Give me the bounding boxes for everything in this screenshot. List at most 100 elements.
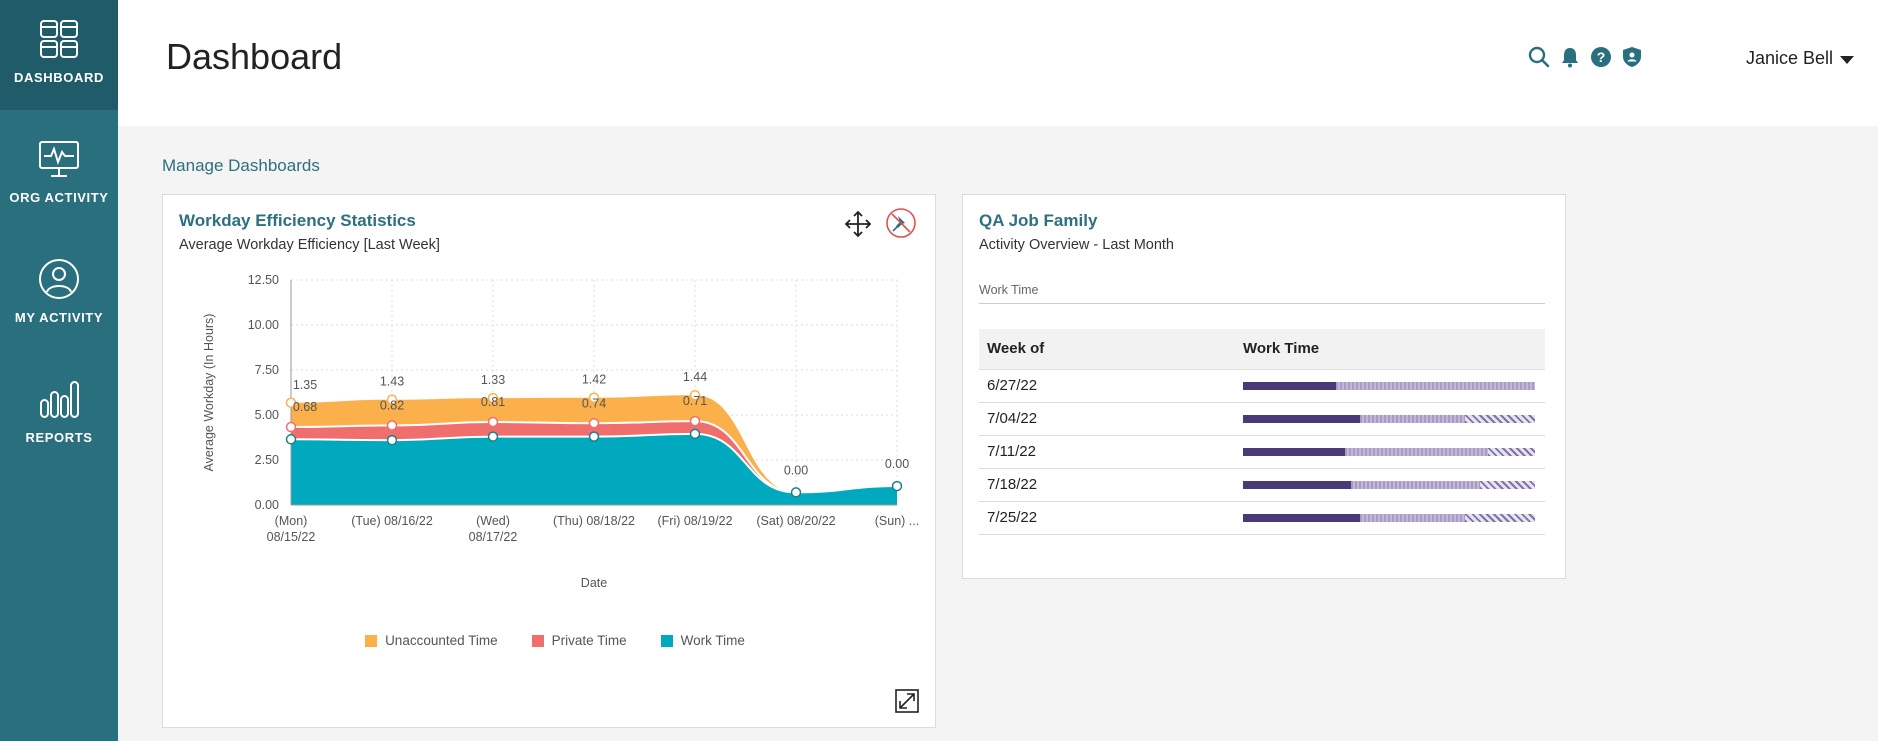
- bar-segment-work: [1243, 447, 1346, 456]
- sidebar: DASHBOARD ORG ACTIVITY MY ACTIVITY REPOR…: [0, 0, 118, 741]
- week-cell: 7/11/22: [979, 435, 1235, 469]
- point-unaccounted-time: [285, 397, 297, 409]
- nav-my-activity[interactable]: MY ACTIVITY: [0, 240, 118, 350]
- card-title: QA Job Family: [979, 211, 1098, 230]
- point-private-time: [487, 416, 499, 428]
- bell-icon[interactable]: [1559, 46, 1581, 68]
- table-row[interactable]: 6/27/22: [979, 368, 1545, 403]
- filter-label: Work Time: [979, 283, 1039, 297]
- table-row[interactable]: 7/25/22: [979, 501, 1545, 535]
- bar-segment-remaining: [1488, 447, 1535, 456]
- data-label-unaccounted: 1.44: [683, 370, 707, 384]
- work-time-bar[interactable]: [1243, 381, 1535, 390]
- table-row[interactable]: 7/11/22: [979, 435, 1545, 469]
- x-tick-label: (Sat) 08/20/22: [756, 514, 835, 528]
- legend-label: Work Time: [680, 633, 745, 648]
- y-tick-label: 5.00: [255, 408, 279, 422]
- help-icon[interactable]: ?: [1590, 46, 1612, 68]
- work-time-bar[interactable]: [1243, 414, 1535, 423]
- x-tick-label: 08/15/22: [267, 530, 316, 544]
- x-tick-label: (Tue) 08/16/22: [351, 514, 433, 528]
- point-unaccounted-time: [588, 392, 600, 403]
- y-tick-label: 10.00: [248, 318, 279, 332]
- column-header-week[interactable]: Week of: [979, 329, 1235, 369]
- bar-segment-remaining: [1464, 414, 1535, 423]
- x-tick-label: 08/17/22: [469, 530, 518, 544]
- bar-segment-other: [1351, 480, 1480, 489]
- area-work-time: [291, 433, 897, 505]
- point-work-time: [790, 487, 802, 498]
- user-menu[interactable]: Janice Bell: [1746, 48, 1834, 68]
- y-axis-title: Average Workday (In Hours): [202, 314, 216, 472]
- y-tick-label: 0.00: [255, 498, 279, 512]
- data-label-unaccounted: 0.00: [885, 457, 909, 471]
- chevron-down-icon[interactable]: [1840, 56, 1854, 64]
- bar-segment-other: [1336, 381, 1535, 390]
- point-unaccounted-time: [386, 394, 398, 405]
- svg-text:?: ?: [1597, 49, 1606, 65]
- bar-segment-other: [1359, 414, 1465, 423]
- point-work-time: [285, 434, 297, 445]
- point-private-time: [386, 420, 398, 431]
- table-header-row: Week of Work Time: [979, 329, 1545, 369]
- manage-dashboards-link[interactable]: Manage Dashboards: [162, 156, 320, 175]
- legend-label: Private Time: [551, 633, 627, 648]
- page-title: Dashboard: [166, 36, 343, 77]
- nav-org-activity[interactable]: ORG ACTIVITY: [0, 120, 118, 230]
- efficiency-chart: 0.00 2.50 5.00 7.50 10.00 12.50 1.35 1.43 1.33 1.…: [202, 273, 919, 590]
- legend-swatch: [531, 634, 544, 647]
- work-time-bar[interactable]: [1243, 513, 1535, 522]
- point-work-time: [386, 434, 398, 446]
- activity-table: Week of Work Time 6/27/22 7/04/22 7/11/22 7…: [979, 329, 1545, 535]
- legend-item[interactable]: Work Time: [660, 633, 745, 648]
- y-tick-label: 12.50: [248, 273, 279, 287]
- week-cell: 6/27/22: [979, 368, 1235, 403]
- table-row[interactable]: 7/04/22: [979, 402, 1545, 436]
- bar-segment-work: [1243, 414, 1360, 423]
- shield-icon[interactable]: [1621, 46, 1643, 68]
- bar-segment-work: [1243, 513, 1360, 522]
- week-cell: 7/25/22: [979, 501, 1235, 535]
- bar-segment-work: [1243, 381, 1337, 390]
- work-time-bar[interactable]: [1243, 480, 1535, 489]
- nav-reports[interactable]: REPORTS: [0, 360, 118, 470]
- move-icon[interactable]: [843, 209, 873, 239]
- nav-dashboard[interactable]: DASHBOARD: [0, 0, 118, 110]
- header: Dashboard ? Janice Bell: [118, 0, 1878, 126]
- data-label-unaccounted: 1.35: [293, 378, 317, 392]
- data-label-private: 0.81: [481, 395, 505, 409]
- point-work-time: [487, 431, 499, 442]
- data-label-private: 0.82: [380, 398, 404, 412]
- search-icon[interactable]: [1528, 46, 1550, 68]
- legend-swatch: [365, 634, 378, 647]
- work-time-cell: [1235, 402, 1545, 436]
- qa-job-family-card: QA Job Family Activity Overview - Last M…: [962, 194, 1566, 579]
- unpin-icon[interactable]: [885, 207, 917, 239]
- card-subtitle: Average Workday Efficiency [Last Week]: [179, 237, 440, 253]
- work-time-cell: [1235, 435, 1545, 469]
- x-tick-label: (Sun) ...: [875, 514, 919, 528]
- dashboard-grid-icon: [40, 20, 78, 58]
- legend-item[interactable]: Private Time: [531, 633, 627, 648]
- x-tick-label: (Wed): [476, 514, 510, 528]
- nav-my-activity-label: MY ACTIVITY: [14, 310, 104, 325]
- x-axis-title: Date: [581, 576, 607, 590]
- point-work-time: [588, 431, 600, 442]
- bar-segment-other: [1359, 513, 1465, 522]
- nav-dashboard-label: DASHBOARD: [14, 70, 104, 85]
- work-time-bar[interactable]: [1243, 447, 1535, 456]
- bar-segment-other: [1345, 447, 1489, 456]
- table-row[interactable]: 7/18/22: [979, 468, 1545, 502]
- legend-item[interactable]: Unaccounted Time: [365, 633, 498, 648]
- point-private-time: [689, 415, 701, 427]
- x-tick-label: (Fri) 08/19/22: [657, 514, 732, 528]
- bar-segment-remaining: [1464, 513, 1535, 522]
- work-time-cell: [1235, 468, 1545, 502]
- efficiency-card: Workday Efficiency Statistics Average Wo…: [162, 194, 936, 728]
- expand-icon[interactable]: [895, 689, 919, 713]
- legend-label: Unaccounted Time: [385, 633, 498, 648]
- data-label-private: 0.74: [582, 396, 606, 410]
- point-unaccounted-time: [689, 389, 701, 401]
- nav-org-activity-label: ORG ACTIVITY: [9, 190, 109, 205]
- column-header-work-time[interactable]: Work Time: [1235, 329, 1545, 369]
